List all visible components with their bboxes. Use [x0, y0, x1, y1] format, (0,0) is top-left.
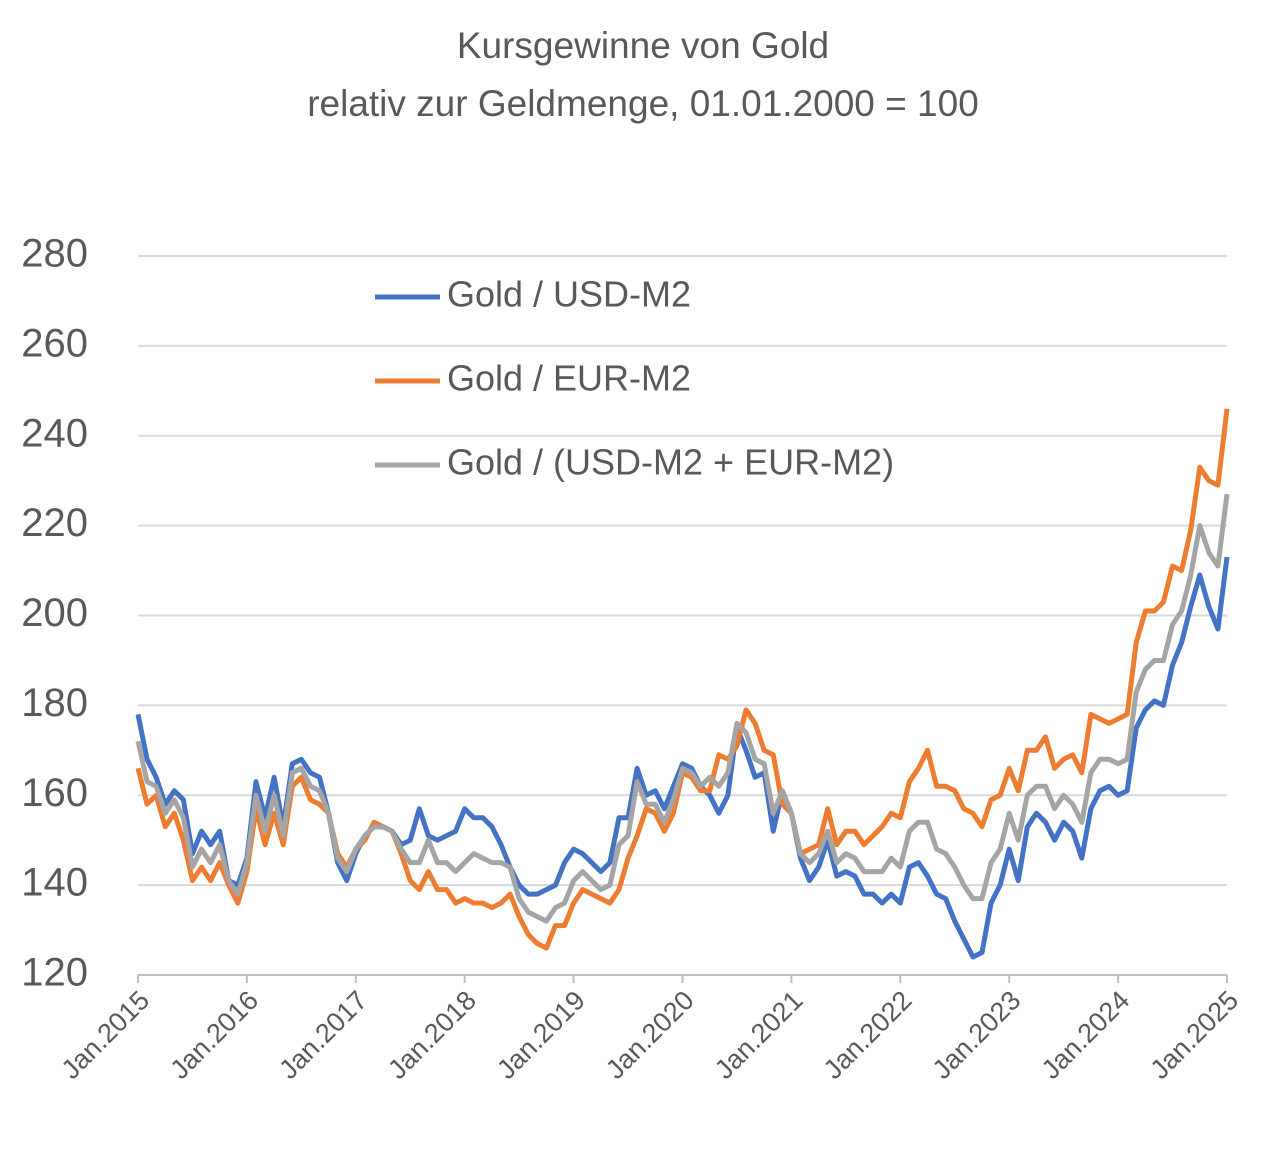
- legend-label: Gold / USD-M2: [447, 274, 691, 315]
- y-tick-label: 260: [21, 321, 88, 365]
- y-tick-label: 240: [21, 411, 88, 455]
- legend-label: Gold / EUR-M2: [447, 358, 691, 399]
- x-tick-label: Jan.2015: [56, 985, 156, 1085]
- y-tick-label: 220: [21, 501, 88, 545]
- series-line: [135, 556, 1230, 960]
- x-tick-label: Jan.2020: [600, 985, 700, 1085]
- chart-title: Kursgewinne von Gold: [457, 25, 829, 66]
- y-tick-label: 160: [21, 771, 88, 815]
- chart-subtitle: relativ zur Geldmenge, 01.01.2000 = 100: [307, 83, 979, 124]
- series-line: [135, 408, 1230, 951]
- x-tick-label: Jan.2023: [927, 985, 1027, 1085]
- x-tick-label: Jan.2017: [273, 985, 373, 1085]
- y-tick-label: 280: [21, 232, 88, 276]
- x-tick-label: Jan.2018: [382, 985, 482, 1085]
- y-tick-label: 120: [21, 951, 88, 995]
- x-tick-label: Jan.2022: [818, 985, 918, 1085]
- x-tick-label: Jan.2021: [709, 985, 809, 1085]
- series-line: [135, 493, 1230, 924]
- x-tick-label: Jan.2025: [1145, 985, 1245, 1085]
- x-tick-label: Jan.2016: [164, 985, 264, 1085]
- x-tick-label: Jan.2019: [491, 985, 591, 1085]
- y-tick-label: 200: [21, 591, 88, 635]
- x-tick-label: Jan.2024: [1036, 985, 1136, 1085]
- y-tick-label: 140: [21, 861, 88, 905]
- y-tick-label: 180: [21, 681, 88, 725]
- legend-label: Gold / (USD-M2 + EUR-M2): [447, 442, 894, 483]
